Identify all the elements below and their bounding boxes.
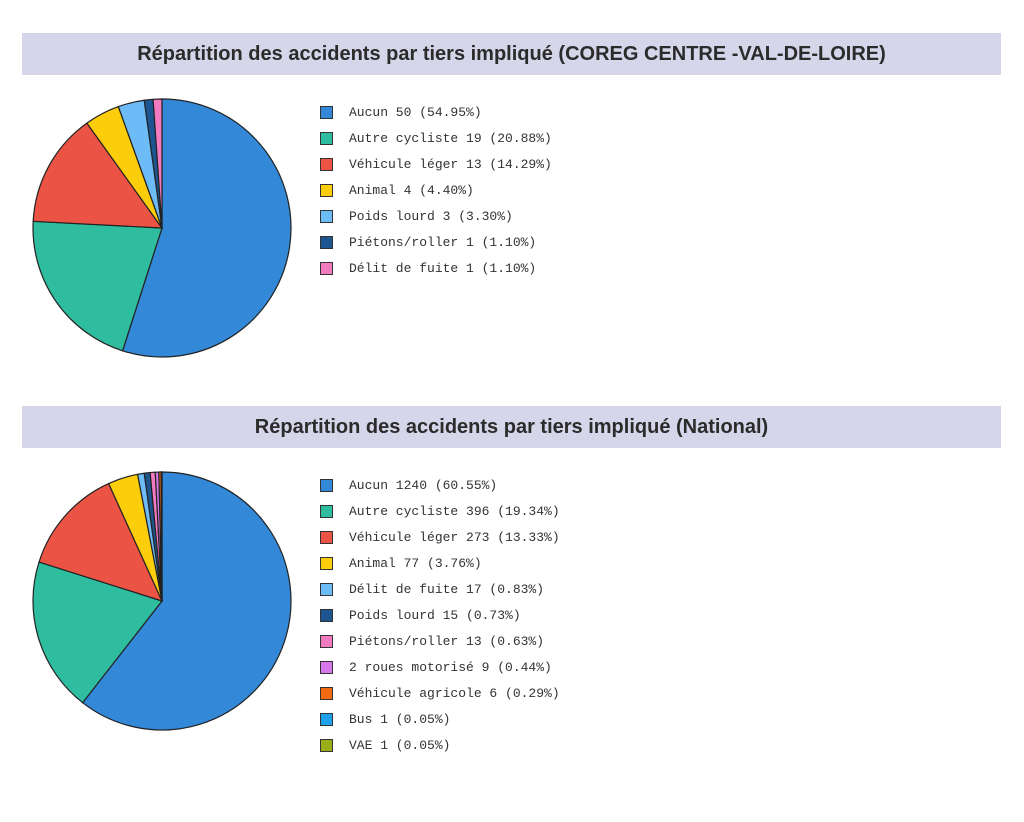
national-legend-label-6: Piétons/roller 13 (0.63%) [349,633,545,649]
national-legend-swatch-1 [320,504,333,518]
coreg-legend-item-6: Délit de fuite 1 (1.10%) [320,255,552,281]
national-legend-swatch-9 [320,712,333,726]
coreg-legend-label-0: Aucun 50 (54.95%) [349,104,482,120]
national-slice-0 [81,471,292,731]
coreg-legend-label-3: Animal 4 (4.40%) [349,182,474,198]
national-legend-item-8: Véhicule agricole 6 (0.29%) [320,680,560,706]
coreg-legend-swatch-3 [320,183,333,197]
national-legend-swatch-2 [320,530,333,544]
national-legend-swatch-6 [320,634,333,648]
coreg-legend-swatch-5 [320,235,333,249]
coreg-legend-item-2: Véhicule léger 13 (14.29%) [320,151,552,177]
national-legend-swatch-3 [320,556,333,570]
coreg-slice-1 [32,220,163,352]
coreg-legend-item-5: Piétons/roller 1 (1.10%) [320,229,552,255]
national-legend-item-4: Délit de fuite 17 (0.83%) [320,576,560,602]
coreg-legend-swatch-4 [320,209,333,223]
national-legend-swatch-4 [320,582,333,596]
national-legend-item-10: VAE 1 (0.05%) [320,732,560,758]
legend-national: Aucun 1240 (60.55%) Autre cycliste 396 (1… [320,472,560,758]
pie-chart-national [32,471,292,731]
legend-coreg: Aucun 50 (54.95%) Autre cycliste 19 (20.8… [320,99,552,281]
national-legend-label-4: Délit de fuite 17 (0.83%) [349,581,545,597]
coreg-legend-item-3: Animal 4 (4.40%) [320,177,552,203]
national-legend-swatch-8 [320,686,333,700]
national-legend-item-5: Poids lourd 15 (0.73%) [320,602,560,628]
coreg-slice-6 [152,98,163,229]
national-legend-item-9: Bus 1 (0.05%) [320,706,560,732]
coreg-legend-swatch-1 [320,131,333,145]
national-legend-label-2: Véhicule léger 273 (13.33%) [349,529,560,545]
national-legend-item-1: Autre cycliste 396 (19.34%) [320,498,560,524]
coreg-legend-item-1: Autre cycliste 19 (20.88%) [320,125,552,151]
coreg-legend-item-0: Aucun 50 (54.95%) [320,99,552,125]
national-slice-1 [32,561,164,704]
national-legend-swatch-5 [320,608,333,622]
national-legend-swatch-10 [320,738,333,752]
chart-title-coreg: Répartition des accidents par tiers impl… [22,33,1001,75]
coreg-slice-0 [121,98,292,358]
national-legend-swatch-7 [320,660,333,674]
coreg-legend-label-1: Autre cycliste 19 (20.88%) [349,130,552,146]
national-legend-item-6: Piétons/roller 13 (0.63%) [320,628,560,654]
coreg-legend-label-4: Poids lourd 3 (3.30%) [349,208,513,224]
national-legend-item-0: Aucun 1240 (60.55%) [320,472,560,498]
national-legend-label-8: Véhicule agricole 6 (0.29%) [349,685,560,701]
national-legend-swatch-0 [320,478,333,492]
coreg-legend-item-4: Poids lourd 3 (3.30%) [320,203,552,229]
national-legend-label-5: Poids lourd 15 (0.73%) [349,607,521,623]
pie-chart-coreg [32,98,292,358]
coreg-legend-label-2: Véhicule léger 13 (14.29%) [349,156,552,172]
national-legend-label-9: Bus 1 (0.05%) [349,711,451,727]
national-slice-2 [38,482,164,602]
coreg-slice-2 [32,122,164,229]
national-legend-item-2: Véhicule léger 273 (13.33%) [320,524,560,550]
chart-title-national: Répartition des accidents par tiers impl… [22,406,1001,448]
national-legend-label-1: Autre cycliste 396 (19.34%) [349,503,560,519]
coreg-legend-label-5: Piétons/roller 1 (1.10%) [349,234,537,250]
coreg-legend-label-6: Délit de fuite 1 (1.10%) [349,260,537,276]
national-legend-label-3: Animal 77 (3.76%) [349,555,482,571]
coreg-legend-swatch-2 [320,157,333,171]
national-legend-label-0: Aucun 1240 (60.55%) [349,477,498,493]
coreg-legend-swatch-6 [320,261,333,275]
national-legend-label-7: 2 roues motorisé 9 (0.44%) [349,659,552,675]
national-legend-label-10: VAE 1 (0.05%) [349,737,451,753]
coreg-legend-swatch-0 [320,105,333,119]
national-legend-item-3: Animal 77 (3.76%) [320,550,560,576]
national-legend-item-7: 2 roues motorisé 9 (0.44%) [320,654,560,680]
